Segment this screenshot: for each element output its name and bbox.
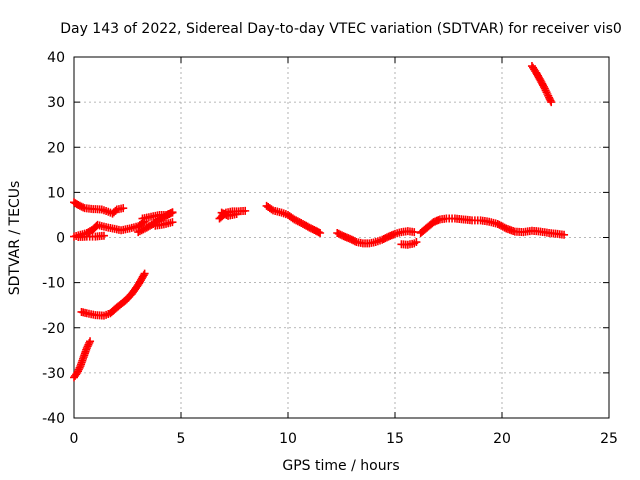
x-tick-label: 5 bbox=[177, 431, 186, 447]
y-tick-label: 10 bbox=[47, 185, 65, 201]
y-tick-label: 30 bbox=[47, 95, 65, 111]
x-axis-label: GPS time / hours bbox=[282, 458, 399, 474]
y-tick-label: -20 bbox=[42, 321, 65, 337]
chart-title: Day 143 of 2022, Sidereal Day-to-day VTE… bbox=[60, 21, 622, 37]
chart: 0 5 10 15 20 25 -40 -30 -20 -10 0 10 20 30 40 Day 143 … bbox=[0, 0, 640, 480]
x-tick-label: 15 bbox=[386, 431, 404, 447]
y-tick-label: 40 bbox=[47, 50, 65, 66]
y-tick-label: 20 bbox=[47, 140, 65, 156]
x-tick-label: 0 bbox=[70, 431, 79, 447]
y-tick-label: -30 bbox=[42, 366, 65, 382]
x-tick-label: 10 bbox=[279, 431, 297, 447]
x-tick-label: 25 bbox=[600, 431, 618, 447]
y-tick-label: -10 bbox=[42, 276, 65, 292]
y-tick-label: 0 bbox=[56, 231, 65, 247]
x-tick-label: 20 bbox=[493, 431, 511, 447]
y-tick-label: -40 bbox=[42, 411, 65, 427]
y-axis-label: SDTVAR / TECUs bbox=[7, 181, 23, 296]
